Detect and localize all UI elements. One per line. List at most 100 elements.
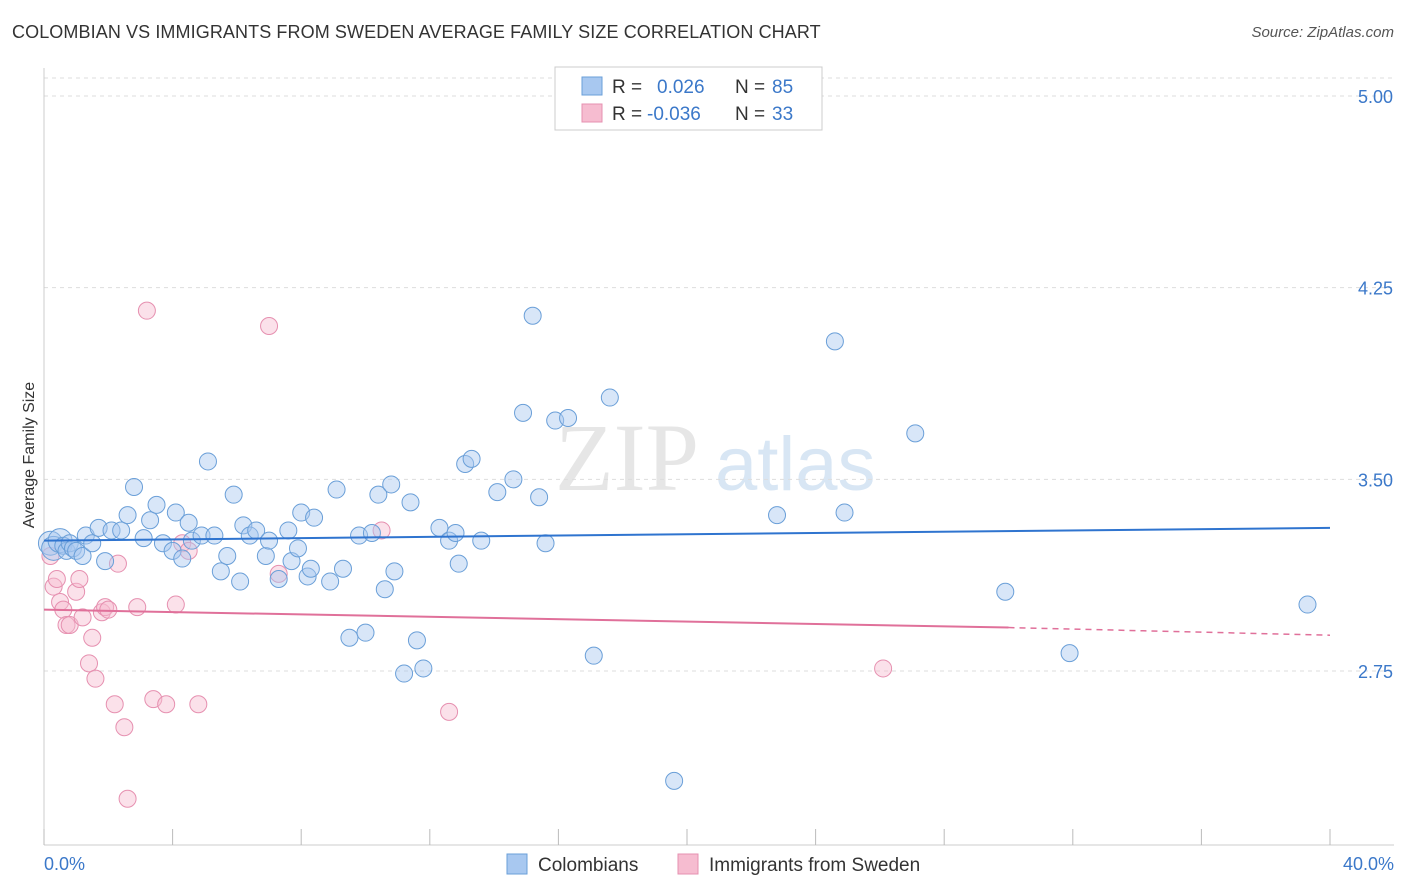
colombian-point: [385, 562, 404, 581]
colombian-point: [1298, 595, 1317, 614]
colombian-point: [530, 488, 549, 507]
colombian-point: [256, 547, 275, 565]
legend-n-label-colombians: N =: [735, 77, 765, 98]
sweden-point: [874, 659, 893, 678]
x-tick-label-max: 40.0%: [1343, 854, 1394, 874]
colombian-point: [166, 503, 185, 522]
bottom-legend-colombians: Colombians: [538, 855, 638, 876]
sweden-point: [105, 695, 124, 714]
y-tick-label-0: 2.75: [1358, 662, 1393, 682]
sweden-point: [128, 598, 147, 617]
colombian-point: [514, 403, 533, 422]
colombian-point: [147, 495, 166, 514]
colombian-point: [559, 409, 578, 427]
sweden-trend-line-dashed: [1008, 626, 1331, 636]
y-tick-label-2: 4.25: [1358, 279, 1393, 299]
sweden-point: [157, 695, 176, 714]
colombian-point: [382, 475, 401, 494]
legend-swatch-colombians: [581, 76, 603, 96]
colombian-point: [134, 529, 153, 548]
legend-n-value-colombians: 85: [772, 77, 793, 98]
colombian-point: [60, 534, 79, 553]
colombian-point: [356, 623, 375, 642]
colombian-point: [362, 524, 381, 542]
sweden-point: [260, 317, 279, 335]
x-tick-labels: 0.0% 40.0%: [44, 854, 1394, 874]
colombian-point: [41, 535, 67, 561]
legend-r-value-colombians: 0.026: [657, 77, 705, 98]
colombian-point: [504, 470, 523, 489]
sweden-point: [166, 595, 185, 614]
colombian-point: [369, 485, 388, 504]
colombian-point: [449, 554, 468, 573]
sweden-point: [269, 564, 288, 583]
colombian-point: [906, 424, 925, 443]
colombian-point: [835, 503, 854, 522]
sweden-point: [115, 718, 134, 737]
colombian-point: [996, 582, 1015, 601]
sweden-point: [179, 541, 198, 560]
colombian-point: [205, 526, 224, 545]
colombian-point: [340, 628, 359, 647]
colombian-point: [279, 521, 298, 540]
y-axis-label: Average Family Size: [21, 382, 38, 529]
sweden-point: [83, 628, 102, 647]
colombian-point: [179, 513, 198, 532]
colombian-point: [536, 534, 555, 553]
colombian-points: [37, 306, 1317, 790]
chart-title: COLOMBIAN VS IMMIGRANTS FROM SWEDEN AVER…: [12, 22, 821, 42]
colombian-point: [407, 631, 426, 650]
colombian-point: [224, 485, 243, 504]
sweden-point: [99, 600, 118, 619]
colombian-point: [231, 572, 250, 591]
colombian-point: [112, 521, 131, 540]
sweden-point: [118, 789, 137, 808]
series-legend: Colombians Immigrants from Sweden: [506, 853, 920, 876]
colombian-point: [472, 531, 491, 550]
legend-swatch-sweden: [581, 103, 603, 123]
sweden-point: [70, 570, 89, 588]
colombian-point: [414, 659, 433, 678]
colombian-point: [523, 306, 542, 325]
legend-r-label-sweden: R =: [612, 104, 642, 125]
colombian-point: [462, 449, 481, 468]
legend-r-value-sweden: -0.036: [647, 104, 701, 125]
sweden-point: [137, 301, 156, 320]
colombian-point: [83, 534, 102, 553]
sweden-point: [47, 570, 66, 588]
correlation-legend: R = 0.026 N = 85 R = -0.036 N = 33: [554, 66, 823, 131]
colombian-point: [600, 388, 619, 407]
colombian-point: [182, 531, 201, 550]
colombian-point: [163, 541, 182, 560]
sweden-point: [86, 669, 105, 688]
sweden-point: [440, 702, 459, 721]
colombian-point: [446, 524, 465, 542]
colombian-point: [173, 549, 192, 568]
colombian-point: [102, 521, 121, 540]
sweden-point: [73, 608, 92, 627]
colombian-point: [288, 539, 307, 558]
colombian-point: [73, 547, 92, 565]
colombian-point: [96, 552, 115, 571]
colombian-point: [401, 493, 420, 512]
colombian-point: [141, 511, 160, 530]
colombian-point: [125, 478, 144, 496]
colombian-point: [198, 452, 217, 471]
source-label: Source: ZipAtlas.com: [1251, 24, 1394, 41]
colombian-point: [211, 562, 230, 581]
legend-n-label-sweden: N =: [735, 104, 765, 125]
colombian-point: [1060, 644, 1079, 663]
colombian-point: [305, 508, 324, 527]
colombian-point: [825, 332, 844, 351]
sweden-trend-line: [43, 608, 1009, 629]
y-tick-label-1: 3.50: [1358, 470, 1393, 490]
colombian-point: [327, 480, 346, 499]
colombian-point: [218, 547, 237, 565]
colombian-point: [321, 572, 340, 591]
sweden-point: [80, 654, 99, 673]
colombian-trend-line: [43, 526, 1331, 542]
colombian-point: [333, 559, 352, 578]
colombian-point: [665, 771, 684, 790]
bottom-legend-swatch-colombians: [506, 853, 528, 875]
